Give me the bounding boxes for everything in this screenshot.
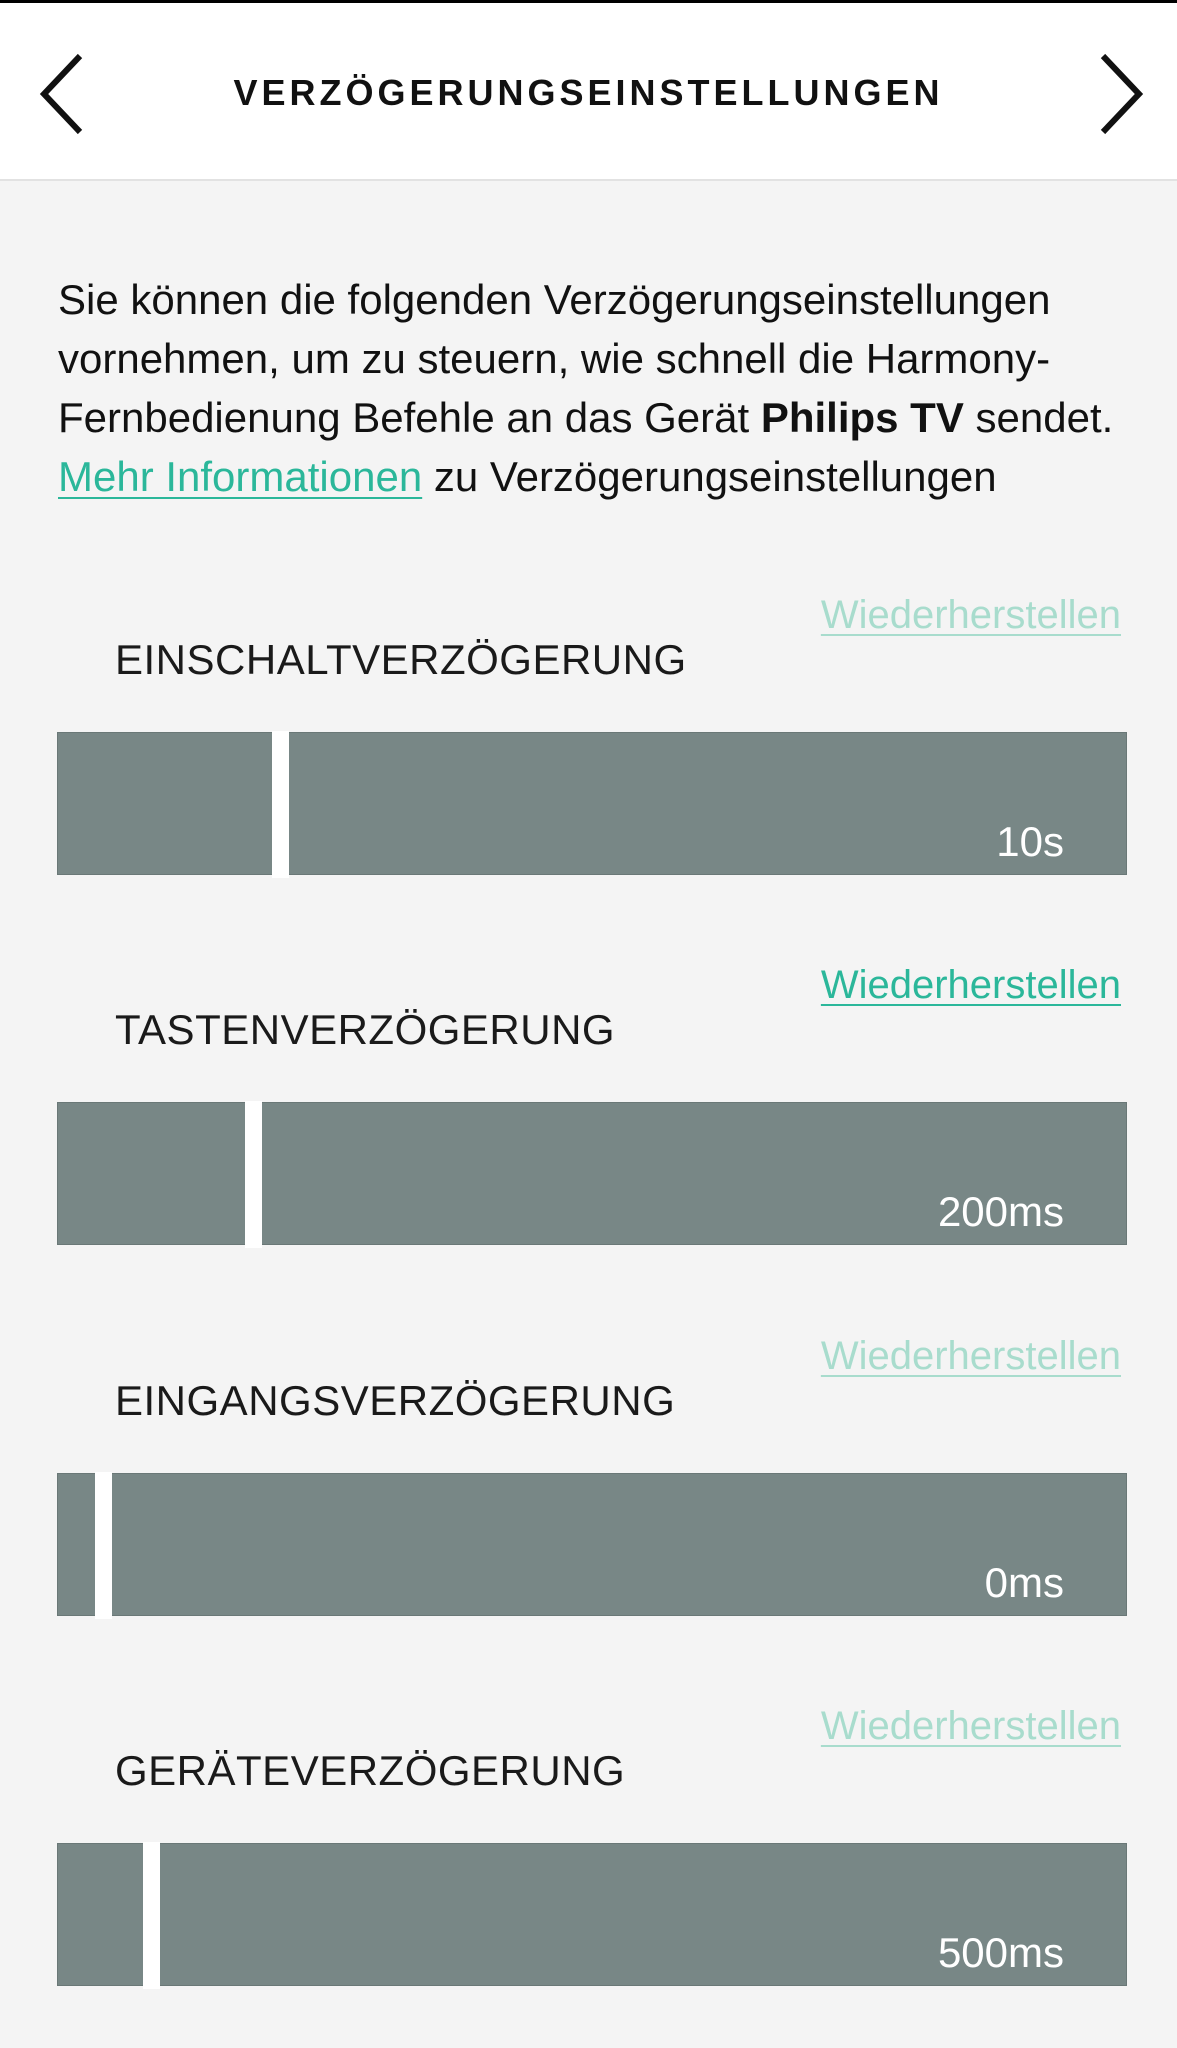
setting-label: EINSCHALTVERZÖGERUNG [115, 636, 687, 683]
slider-thumb[interactable] [143, 1842, 160, 1989]
chevron-right-icon [1100, 53, 1144, 135]
setting-label: GERÄTEVERZÖGERUNG [115, 1747, 626, 1794]
device-name: Philips TV [760, 394, 964, 441]
restore-link[interactable]: Wiederherstellen [820, 1704, 1121, 1748]
setting-key-delay: Wiederherstellen TASTENVERZÖGERUNG 200ms [0, 960, 1177, 1260]
restore-link[interactable]: Wiederherstellen [820, 593, 1121, 637]
delay-slider[interactable]: 0ms [57, 1472, 1127, 1619]
setting-label: TASTENVERZÖGERUNG [115, 1006, 616, 1053]
slider-value: 500ms [937, 1929, 1064, 1976]
intro-text-part1: Sie können die folgenden Verzögerungsein… [58, 276, 1051, 441]
slider-value: 10s [996, 818, 1064, 865]
restore-link[interactable]: Wiederherstellen [820, 963, 1121, 1007]
delay-slider[interactable]: 500ms [57, 1842, 1127, 1989]
back-button[interactable] [28, 49, 98, 139]
setting-power-on-delay: Wiederherstellen EINSCHALTVERZÖGERUNG 10… [0, 590, 1177, 890]
chevron-left-icon [39, 53, 83, 135]
setting-input-delay: Wiederherstellen EINGANGSVERZÖGERUNG 0ms [0, 1331, 1177, 1631]
slider-value: 200ms [937, 1188, 1064, 1235]
intro-text-part3: zu Verzögerungseinstellungen [422, 453, 997, 500]
slider-thumb[interactable] [95, 1472, 112, 1619]
setting-label: EINGANGSVERZÖGERUNG [115, 1377, 676, 1424]
restore-link[interactable]: Wiederherstellen [820, 1334, 1121, 1378]
setting-device-delay: Wiederherstellen GERÄTEVERZÖGERUNG 500ms [0, 1701, 1177, 2001]
delay-slider[interactable]: 200ms [57, 1101, 1127, 1248]
app-header: VERZÖGERUNGSEINSTELLUNGEN [0, 3, 1177, 181]
slider-value: 0ms [984, 1559, 1064, 1606]
more-info-link[interactable]: Mehr Informationen [58, 453, 423, 500]
intro-text: Sie können die folgenden Verzögerungsein… [58, 270, 1138, 506]
page-title: VERZÖGERUNGSEINSTELLUNGEN [233, 72, 944, 113]
status-divider [0, 0, 1177, 3]
slider-thumb[interactable] [245, 1101, 262, 1248]
delay-slider[interactable]: 10s [57, 731, 1127, 878]
intro-text-part2: sendet. [963, 394, 1114, 441]
slider-thumb[interactable] [272, 731, 289, 878]
next-button[interactable] [1085, 49, 1155, 139]
